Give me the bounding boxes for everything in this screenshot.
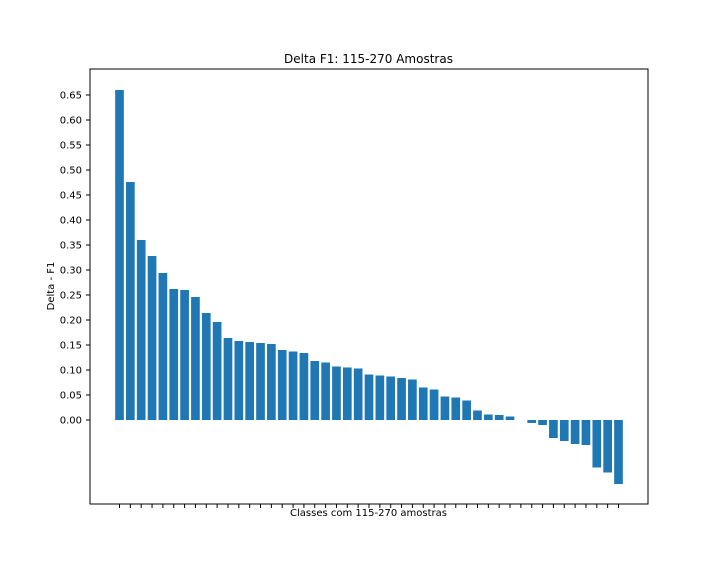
y-axis-label: Delta - F1 — [46, 262, 57, 311]
y-tick-label: 0.55 — [60, 141, 82, 152]
bar — [201, 313, 211, 420]
bar — [277, 350, 287, 420]
bar — [614, 420, 623, 484]
y-tick-label: 0.20 — [60, 316, 82, 327]
bar — [386, 376, 396, 420]
bar — [592, 420, 602, 468]
bar — [364, 374, 374, 420]
bar — [180, 290, 189, 420]
bar — [462, 400, 471, 420]
bar — [483, 414, 493, 420]
bar — [375, 375, 385, 420]
bar — [527, 420, 537, 423]
bar — [136, 240, 146, 420]
bar — [126, 182, 135, 420]
bar — [505, 416, 515, 420]
bar — [299, 353, 309, 420]
bar — [440, 396, 450, 420]
y-tick-label: 0.10 — [60, 366, 82, 377]
y-tick-label: 0.35 — [60, 241, 82, 252]
x-axis-label: Classes com 115-270 amostras — [290, 508, 447, 519]
bar — [581, 420, 591, 445]
y-tick-label: 0.50 — [60, 166, 82, 177]
y-tick-label: 0.05 — [60, 391, 82, 402]
bar — [353, 368, 363, 420]
bar — [234, 341, 244, 420]
bar — [245, 342, 255, 420]
y-tick-label: 0.30 — [60, 266, 82, 277]
y-tick-label: 0.15 — [60, 341, 82, 352]
bar — [223, 338, 233, 420]
bar — [429, 389, 439, 420]
y-tick-label: 0.65 — [60, 91, 82, 102]
y-tick-label: 0.25 — [60, 291, 82, 302]
x-axis — [119, 504, 619, 508]
bar — [288, 351, 298, 420]
bar — [538, 420, 547, 425]
bar — [115, 90, 124, 420]
bar — [494, 415, 504, 420]
bar — [212, 322, 222, 420]
y-tick-label: 0.00 — [60, 416, 82, 427]
bar — [332, 366, 341, 420]
bar — [408, 379, 417, 420]
bar — [603, 420, 612, 473]
y-tick-label: 0.40 — [60, 216, 82, 227]
bars — [115, 90, 623, 484]
bar — [321, 362, 330, 420]
y-tick-label: 0.60 — [60, 116, 82, 127]
bar — [549, 420, 558, 438]
bar — [451, 397, 461, 420]
y-tick-label: 0.45 — [60, 191, 82, 202]
bar — [570, 420, 580, 444]
bar — [169, 289, 179, 420]
bar — [310, 361, 320, 420]
bar — [267, 344, 276, 420]
bar — [559, 420, 569, 441]
bar — [158, 273, 168, 420]
bar — [418, 387, 428, 420]
chart-title: Delta F1: 115-270 Amostras — [284, 52, 453, 66]
bar — [256, 343, 265, 420]
bar — [191, 297, 200, 420]
bar — [147, 256, 157, 420]
bar — [473, 410, 482, 420]
y-axis: 0.00 0.05 0.10 0.15 0.20 0.25 0.30 0.35 0.40 0.45… — [60, 91, 90, 427]
bar — [342, 367, 352, 420]
bar — [397, 378, 406, 420]
